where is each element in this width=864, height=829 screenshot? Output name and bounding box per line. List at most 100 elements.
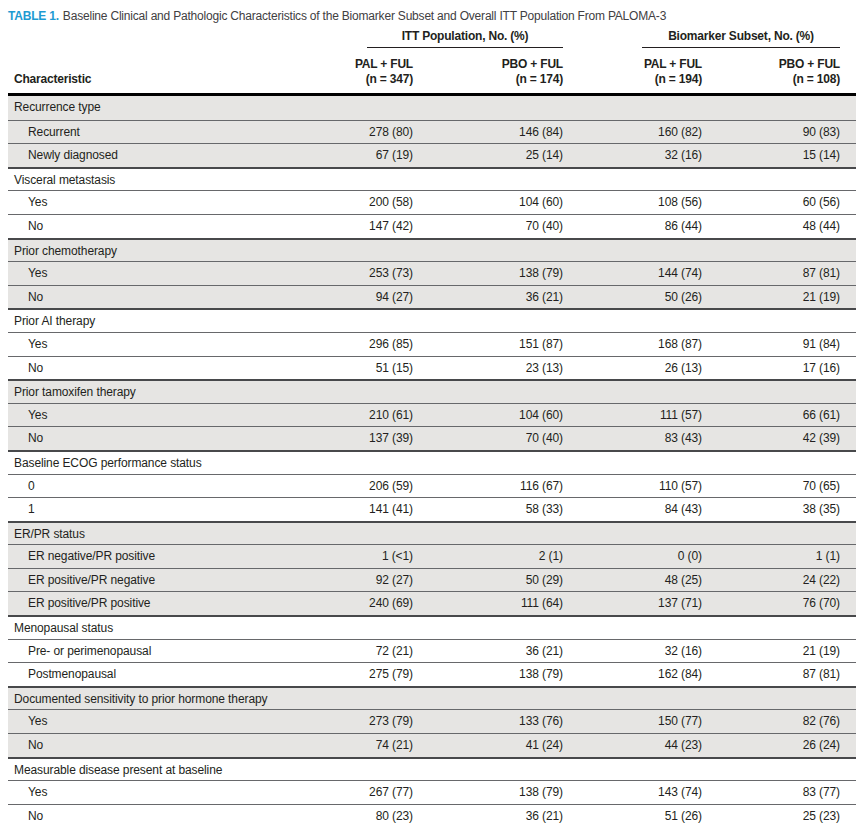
- row-label: 1: [8, 498, 338, 521]
- column-header-itt-pal-ful: PAL + FUL (n = 347): [338, 57, 413, 87]
- value-cell: 150 (77): [563, 710, 702, 733]
- value-cell: 67 (19): [338, 144, 413, 167]
- sample-size-label: (n = 108): [702, 72, 840, 87]
- row-end-spacer: [840, 592, 856, 615]
- row-end-spacer: [840, 121, 856, 144]
- value-cell: 267 (77): [338, 781, 413, 804]
- row-label: ER positive/PR positive: [8, 592, 338, 615]
- table-row: Yes200 (58)104 (60)108 (56)60 (56): [8, 190, 856, 214]
- treatment-arm-label: PAL + FUL: [563, 57, 702, 72]
- biomarker-subset-group-header: Biomarker Subset, No. (%): [642, 29, 840, 48]
- row-end-spacer: [840, 734, 856, 757]
- value-cell: 275 (79): [338, 663, 413, 686]
- value-cell: 74 (21): [338, 734, 413, 757]
- table-row: No51 (15)23 (13)26 (13)17 (16): [8, 356, 856, 380]
- value-cell: 2 (1): [413, 545, 563, 568]
- table-caption: TABLE 1.Baseline Clinical and Pathologic…: [8, 8, 864, 24]
- value-cell: 162 (84): [563, 663, 702, 686]
- table-row: Yes267 (77)138 (79)143 (74)83 (77): [8, 780, 856, 804]
- sample-size-label: (n = 347): [338, 72, 413, 87]
- value-cell: 32 (16): [563, 640, 702, 663]
- value-cell: 60 (56): [702, 191, 840, 214]
- value-cell: 1 (<1): [338, 545, 413, 568]
- value-cell: 72 (21): [338, 640, 413, 663]
- group-label: Recurrence type: [8, 96, 856, 120]
- value-cell: 138 (79): [413, 781, 563, 804]
- row-end-spacer: [840, 191, 856, 214]
- value-cell: 141 (41): [338, 498, 413, 521]
- value-cell: 21 (19): [702, 640, 840, 663]
- group-header-row: Menopausal status: [8, 615, 856, 639]
- row-end-spacer: [840, 710, 856, 733]
- value-cell: 147 (42): [338, 215, 413, 238]
- table-row: Yes296 (85)151 (87)168 (87)91 (84): [8, 332, 856, 356]
- column-header-biomarker-pbo-ful: PBO + FUL (n = 108): [702, 57, 840, 87]
- table-row: No147 (42)70 (40)86 (44)48 (44): [8, 214, 856, 238]
- table-row: Newly diagnosed67 (19)25 (14)32 (16)15 (…: [8, 143, 856, 167]
- table-number-label: TABLE 1.: [8, 9, 59, 23]
- table-row: Yes210 (61)104 (60)111 (57)66 (61): [8, 403, 856, 427]
- group-header-row: ER/PR status: [8, 521, 856, 545]
- group-header-row: Prior tamoxifen therapy: [8, 379, 856, 403]
- value-cell: 253 (73): [338, 262, 413, 285]
- value-cell: 168 (87): [563, 333, 702, 356]
- itt-population-group-header: ITT Population, No. (%): [367, 29, 563, 48]
- row-end-spacer: [840, 427, 856, 450]
- characteristics-table: ITT Population, No. (%) Biomarker Subset…: [8, 29, 856, 827]
- value-cell: 94 (27): [338, 286, 413, 309]
- value-cell: 1 (1): [702, 545, 840, 568]
- table-body: Recurrence typeRecurrent278 (80)146 (84)…: [8, 96, 856, 827]
- sample-size-label: (n = 194): [563, 72, 702, 87]
- row-label: Pre- or perimenopausal: [8, 640, 338, 663]
- value-cell: 116 (67): [413, 475, 563, 498]
- group-header-row: Visceral metastasis: [8, 167, 856, 191]
- row-end-spacer: [840, 286, 856, 309]
- value-cell: 143 (74): [563, 781, 702, 804]
- value-cell: 80 (23): [338, 805, 413, 828]
- treatment-arm-label: PAL + FUL: [338, 57, 413, 72]
- row-label: ER negative/PR positive: [8, 545, 338, 568]
- row-end-spacer: [840, 640, 856, 663]
- row-end-spacer: [840, 144, 856, 167]
- table-row: No137 (39)70 (40)83 (43)42 (39): [8, 426, 856, 450]
- row-label: Newly diagnosed: [8, 144, 338, 167]
- value-cell: 144 (74): [563, 262, 702, 285]
- value-cell: 206 (59): [338, 475, 413, 498]
- value-cell: 24 (22): [702, 569, 840, 592]
- value-cell: 90 (83): [702, 121, 840, 144]
- value-cell: 26 (24): [702, 734, 840, 757]
- value-cell: 66 (61): [702, 404, 840, 427]
- table-row: Pre- or perimenopausal72 (21)36 (21)32 (…: [8, 639, 856, 663]
- row-end-spacer: [840, 805, 856, 828]
- group-label: Prior tamoxifen therapy: [8, 381, 856, 403]
- treatment-arm-label: PBO + FUL: [413, 57, 563, 72]
- row-label: Yes: [8, 262, 338, 285]
- row-label: No: [8, 215, 338, 238]
- value-cell: 32 (16): [563, 144, 702, 167]
- row-end-spacer: [840, 357, 856, 380]
- value-cell: 83 (43): [563, 427, 702, 450]
- value-cell: 210 (61): [338, 404, 413, 427]
- value-cell: 160 (82): [563, 121, 702, 144]
- column-header-row: Characteristic PAL + FUL (n = 347) PBO +…: [8, 48, 856, 96]
- table-row: No94 (27)36 (21)50 (26)21 (19): [8, 285, 856, 309]
- group-label: Baseline ECOG performance status: [8, 452, 856, 474]
- row-end-spacer: [840, 498, 856, 521]
- row-label: Yes: [8, 710, 338, 733]
- value-cell: 273 (79): [338, 710, 413, 733]
- value-cell: 21 (19): [702, 286, 840, 309]
- value-cell: 15 (14): [702, 144, 840, 167]
- value-cell: 23 (13): [413, 357, 563, 380]
- group-header-row: Prior AI therapy: [8, 308, 856, 332]
- value-cell: 48 (25): [563, 569, 702, 592]
- value-cell: 83 (77): [702, 781, 840, 804]
- value-cell: 70 (40): [413, 215, 563, 238]
- table-row: 0206 (59)116 (67)110 (57)70 (65): [8, 474, 856, 498]
- row-label: Yes: [8, 781, 338, 804]
- group-label: ER/PR status: [8, 523, 856, 545]
- value-cell: 38 (35): [702, 498, 840, 521]
- value-cell: 278 (80): [338, 121, 413, 144]
- value-cell: 91 (84): [702, 333, 840, 356]
- group-label: Prior chemotherapy: [8, 240, 856, 262]
- table-row: No74 (21)41 (24)44 (23)26 (24): [8, 733, 856, 757]
